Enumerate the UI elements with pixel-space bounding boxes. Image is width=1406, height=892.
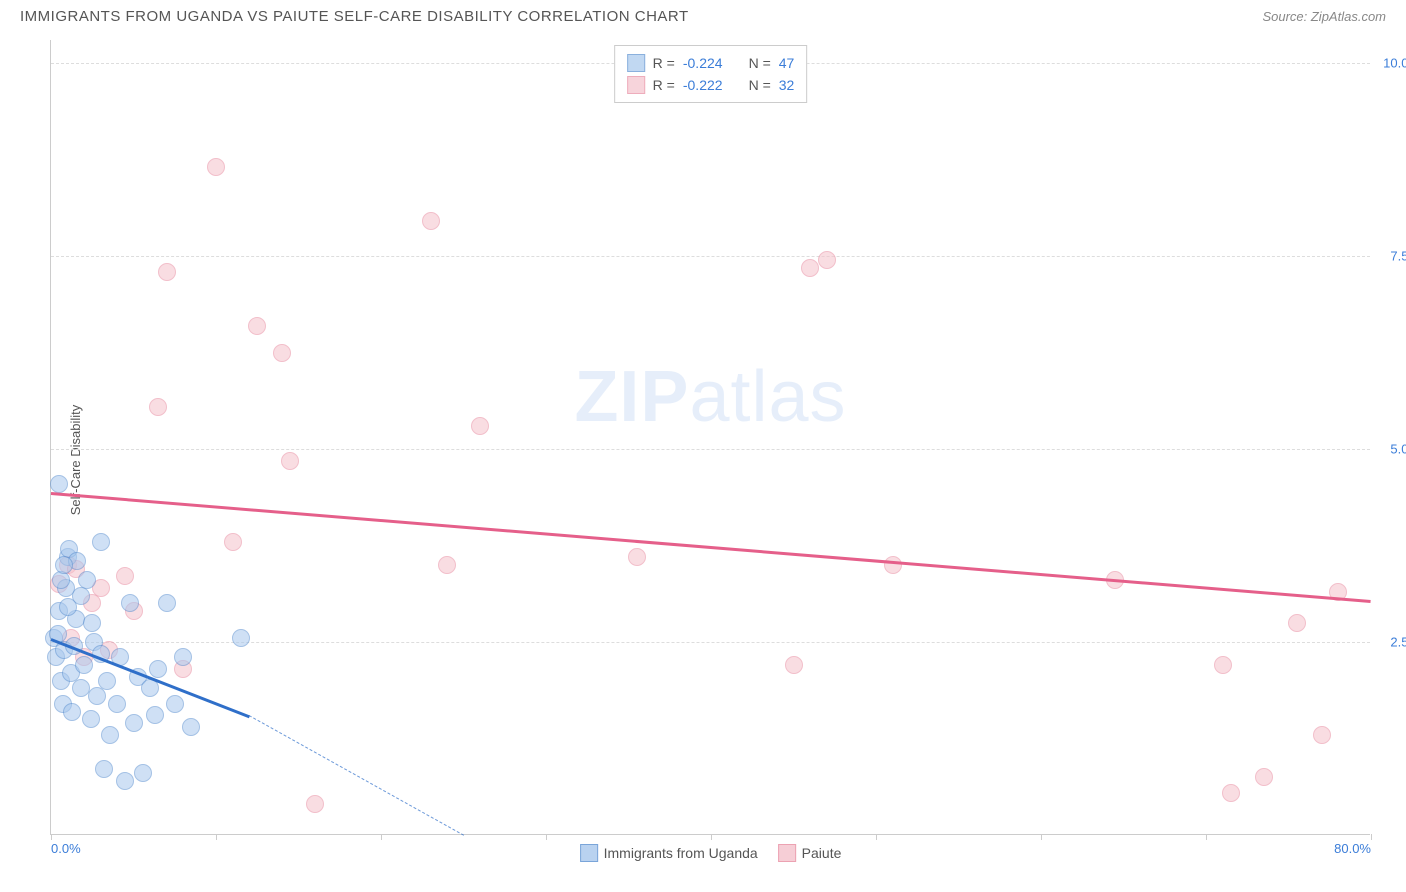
data-point	[134, 764, 152, 782]
data-point	[149, 660, 167, 678]
legend-correlation-box: R = -0.224 N = 47 R = -0.222 N = 32	[614, 45, 808, 103]
legend-swatch	[580, 844, 598, 862]
chart-container: Self-Care Disability ZIPatlas R =-0.224N…	[50, 40, 1390, 880]
data-point	[92, 533, 110, 551]
data-point	[75, 656, 93, 674]
trend-line	[51, 492, 1371, 603]
data-point	[224, 533, 242, 551]
x-tick	[1041, 834, 1042, 840]
data-point	[471, 417, 489, 435]
data-point	[1313, 726, 1331, 744]
data-point	[281, 452, 299, 470]
data-point	[116, 567, 134, 585]
data-point	[1222, 784, 1240, 802]
legend-swatch	[778, 844, 796, 862]
legend-correlation-row: R = -0.224 N = 47	[627, 52, 795, 74]
y-tick-label: 5.0%	[1375, 442, 1406, 457]
x-tick-label: 80.0%	[1334, 841, 1371, 856]
x-tick	[381, 834, 382, 840]
data-point	[98, 672, 116, 690]
n-label: N =	[749, 77, 771, 93]
watermark: ZIPatlas	[574, 356, 846, 438]
x-tick	[546, 834, 547, 840]
r-value: -0.222	[683, 77, 723, 93]
chart-title: IMMIGRANTS FROM UGANDA VS PAIUTE SELF-CA…	[20, 8, 689, 25]
data-point	[158, 594, 176, 612]
data-point	[125, 714, 143, 732]
data-point	[801, 259, 819, 277]
data-point	[884, 556, 902, 574]
data-point	[166, 695, 184, 713]
legend-swatch	[627, 54, 645, 72]
data-point	[232, 629, 250, 647]
x-tick	[1371, 834, 1372, 840]
legend-series-item: Immigrants from Uganda	[580, 844, 758, 862]
data-point	[438, 556, 456, 574]
legend-series-item: Paiute	[778, 844, 842, 862]
data-point	[182, 718, 200, 736]
data-point	[55, 556, 73, 574]
n-value: 32	[779, 77, 795, 93]
plot-area: ZIPatlas R =-0.224N =47R =-0.222N =32 Im…	[50, 40, 1370, 835]
r-value: -0.224	[683, 55, 723, 71]
x-tick	[216, 834, 217, 840]
data-point	[628, 548, 646, 566]
data-point	[149, 398, 167, 416]
legend-label: Immigrants from Uganda	[604, 845, 758, 861]
data-point	[72, 587, 90, 605]
data-point	[63, 703, 81, 721]
data-point	[158, 263, 176, 281]
data-point	[207, 158, 225, 176]
data-point	[83, 614, 101, 632]
source-attribution: Source: ZipAtlas.com	[1262, 9, 1386, 24]
data-point	[273, 344, 291, 362]
data-point	[72, 679, 90, 697]
n-value: 47	[779, 55, 795, 71]
data-point	[174, 648, 192, 666]
data-point	[146, 706, 164, 724]
data-point	[248, 317, 266, 335]
data-point	[50, 475, 68, 493]
x-tick-label: 0.0%	[51, 841, 81, 856]
r-label: R =	[653, 55, 675, 71]
legend-label: Paiute	[802, 845, 842, 861]
data-point	[82, 710, 100, 728]
data-point	[422, 212, 440, 230]
data-point	[818, 251, 836, 269]
n-label: N =	[749, 55, 771, 71]
y-tick-label: 10.0%	[1375, 56, 1406, 71]
x-tick	[711, 834, 712, 840]
x-tick	[876, 834, 877, 840]
data-point	[1288, 614, 1306, 632]
data-point	[108, 695, 126, 713]
trend-line-dashed	[249, 715, 464, 836]
legend-series: Immigrants from Uganda Paiute	[580, 844, 842, 862]
data-point	[95, 760, 113, 778]
y-tick-label: 7.5%	[1375, 249, 1406, 264]
data-point	[785, 656, 803, 674]
gridline	[51, 449, 1370, 450]
x-tick	[1206, 834, 1207, 840]
legend-correlation-row: R = -0.222 N = 32	[627, 74, 795, 96]
data-point	[1255, 768, 1273, 786]
legend-swatch	[627, 76, 645, 94]
data-point	[121, 594, 139, 612]
data-point	[101, 726, 119, 744]
gridline	[51, 256, 1370, 257]
data-point	[116, 772, 134, 790]
data-point	[1214, 656, 1232, 674]
gridline	[51, 642, 1370, 643]
x-tick	[51, 834, 52, 840]
y-tick-label: 2.5%	[1375, 635, 1406, 650]
data-point	[88, 687, 106, 705]
data-point	[306, 795, 324, 813]
r-label: R =	[653, 77, 675, 93]
data-point	[52, 571, 70, 589]
